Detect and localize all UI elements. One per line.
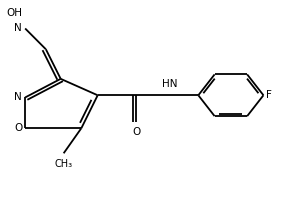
Text: HN: HN [163, 79, 178, 89]
Text: N: N [15, 92, 22, 102]
Text: O: O [132, 127, 140, 137]
Text: F: F [266, 90, 272, 100]
Text: CH₃: CH₃ [54, 159, 73, 169]
Text: OH: OH [6, 8, 22, 18]
Text: O: O [14, 123, 22, 133]
Text: N: N [15, 23, 22, 34]
